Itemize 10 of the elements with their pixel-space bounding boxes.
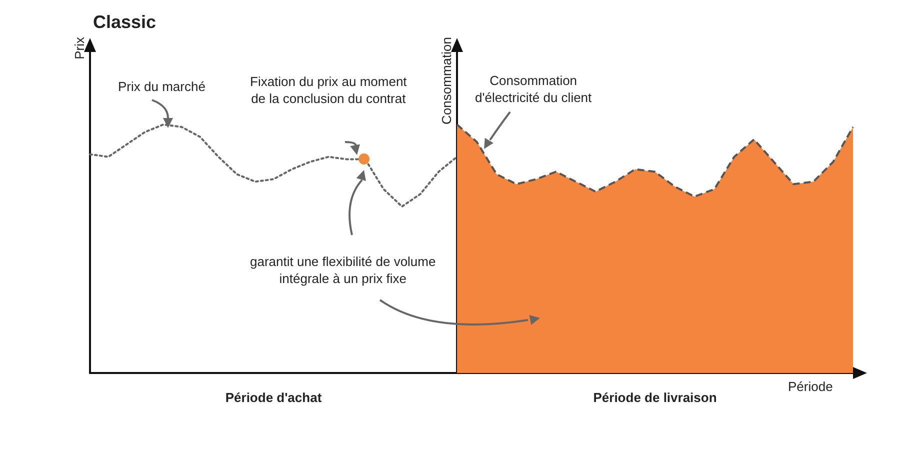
x-axis-title: Période d'achat (225, 390, 322, 405)
y-axis-title: Consommation (439, 37, 454, 124)
text: Fixation du prix au moment de la conclusion du contrat (250, 73, 407, 107)
chart-title: Classic (93, 12, 156, 32)
y-axis-title: Prix (72, 36, 87, 60)
text: Consommation d'électricité du client (475, 72, 592, 106)
annotation: garantit une flexibilité de volume intégrale à un prix fixe (250, 253, 436, 287)
x-axis-title: Période de livraison (593, 390, 717, 405)
text: Prix du marché (118, 78, 206, 95)
text: Période (788, 378, 833, 395)
